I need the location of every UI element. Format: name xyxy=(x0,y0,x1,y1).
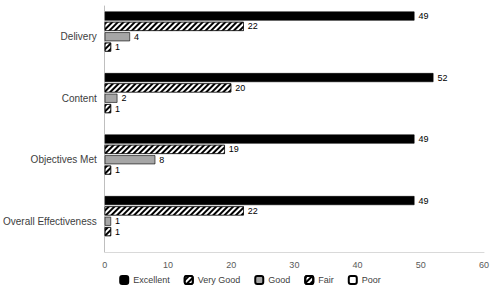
svg-text:49: 49 xyxy=(418,134,428,144)
svg-text:1: 1 xyxy=(115,104,120,114)
svg-text:22: 22 xyxy=(248,206,258,216)
svg-text:8: 8 xyxy=(159,155,164,165)
svg-text:49: 49 xyxy=(418,196,428,206)
svg-text:1: 1 xyxy=(115,42,120,52)
svg-text:19: 19 xyxy=(229,144,239,154)
svg-text:22: 22 xyxy=(248,21,258,31)
svg-text:2: 2 xyxy=(121,93,126,103)
svg-text:50: 50 xyxy=(416,260,426,270)
svg-text:20: 20 xyxy=(226,260,236,270)
svg-text:1: 1 xyxy=(115,165,120,175)
svg-text:20: 20 xyxy=(235,83,245,93)
svg-text:Objectives Met: Objectives Met xyxy=(31,154,97,165)
svg-text:Delivery: Delivery xyxy=(61,31,97,42)
svg-text:52: 52 xyxy=(437,73,447,83)
svg-text:1: 1 xyxy=(115,227,120,237)
svg-text:1: 1 xyxy=(115,216,120,226)
svg-text:Poor: Poor xyxy=(362,275,381,285)
svg-text:Good: Good xyxy=(268,275,290,285)
svg-text:Very Good: Very Good xyxy=(198,275,241,285)
svg-text:4: 4 xyxy=(134,32,139,42)
svg-text:0: 0 xyxy=(102,260,107,270)
svg-text:Excellent: Excellent xyxy=(133,275,170,285)
svg-text:Fair: Fair xyxy=(318,275,334,285)
svg-text:10: 10 xyxy=(163,260,173,270)
svg-text:40: 40 xyxy=(353,260,363,270)
svg-text:Content: Content xyxy=(62,93,97,104)
svg-text:30: 30 xyxy=(289,260,299,270)
svg-text:60: 60 xyxy=(479,260,489,270)
svg-text:49: 49 xyxy=(418,11,428,21)
svg-text:Overall Effectiveness: Overall Effectiveness xyxy=(3,216,97,227)
